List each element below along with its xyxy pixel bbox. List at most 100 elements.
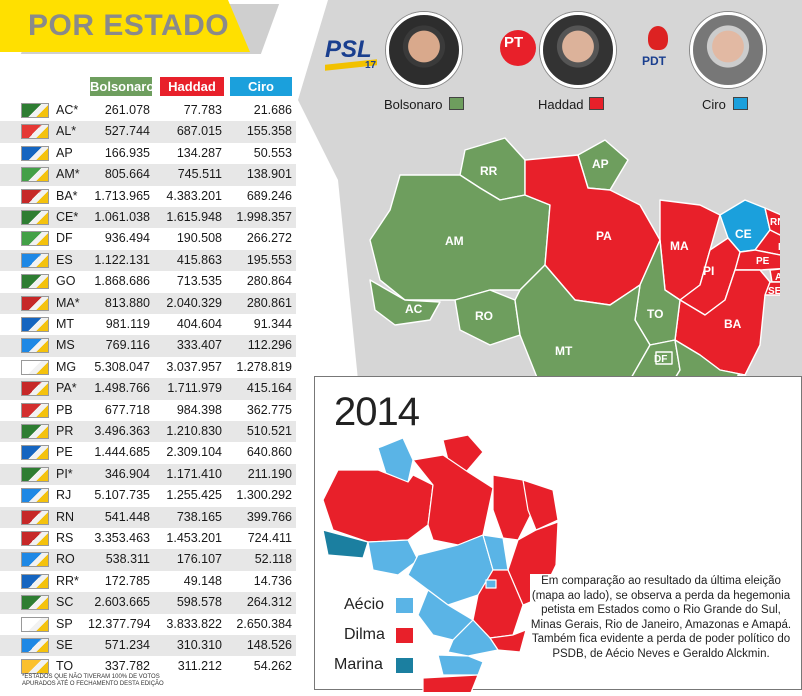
table-row: AP 166.935 134.287 50.553 bbox=[0, 143, 296, 164]
bolsonaro-votes: 5.107.735 bbox=[94, 488, 150, 503]
ciro-votes: 399.766 bbox=[246, 509, 292, 524]
ciro-votes: 211.190 bbox=[247, 466, 292, 481]
ciro-votes: 264.312 bbox=[246, 595, 292, 610]
state-flag-icon bbox=[21, 595, 49, 611]
ciro-votes: 362.775 bbox=[246, 402, 292, 417]
table-row: RN 541.448 738.165 399.766 bbox=[0, 506, 296, 528]
ciro-votes: 50.553 bbox=[253, 145, 292, 160]
psl-text: PSL bbox=[325, 36, 372, 63]
bolsonaro-votes: 538.311 bbox=[105, 552, 150, 567]
ciro-votes: 138.901 bbox=[246, 167, 292, 182]
state-flag-icon bbox=[21, 531, 49, 546]
state-flag-icon bbox=[21, 659, 49, 675]
state-flag-icon bbox=[21, 252, 49, 268]
bolsonaro-votes: 677.718 bbox=[104, 402, 150, 417]
bolsonaro-votes: 1.498.766 bbox=[94, 381, 150, 396]
ciro-votes: 724.411 bbox=[247, 531, 292, 545]
state-code: ES bbox=[56, 252, 73, 267]
state-ac bbox=[369, 279, 441, 326]
haddad-votes: 1.210.830 bbox=[166, 424, 222, 438]
state-code: DF bbox=[56, 231, 73, 246]
map-2014 bbox=[322, 434, 558, 692]
label-al: AL bbox=[775, 272, 780, 283]
state-flag-icon bbox=[21, 274, 49, 290]
haddad-votes: 1.615.948 bbox=[166, 210, 222, 224]
table-row: PR 3.496.363 1.210.830 510.521 bbox=[0, 421, 296, 443]
bolsonaro-votes: 166.935 bbox=[104, 145, 150, 160]
state-flag-icon bbox=[21, 103, 49, 118]
ciro-votes: 280.861 bbox=[246, 295, 292, 310]
ciro-votes: 266.272 bbox=[246, 231, 292, 246]
table-row: PA* 1.498.766 1.711.979 415.164 bbox=[0, 378, 296, 400]
ciro-votes: 280.864 bbox=[246, 274, 292, 289]
table-row: AL* 527.744 687.015 155.358 bbox=[0, 121, 296, 143]
table-row: PB 677.718 984.398 362.775 bbox=[0, 400, 296, 421]
state-code: AL* bbox=[56, 124, 77, 139]
bolsonaro-votes: 1.868.686 bbox=[94, 274, 150, 289]
haddad-votes: 1.255.425 bbox=[166, 488, 222, 503]
bolsonaro-votes: 1.444.685 bbox=[94, 445, 150, 460]
column-header-ciro: Ciro bbox=[230, 77, 292, 96]
bolsonaro-votes: 1.122.131 bbox=[94, 252, 150, 267]
legend-marina-label: Marina bbox=[334, 656, 383, 673]
state-flag-icon bbox=[21, 488, 49, 504]
label-am: AM bbox=[445, 234, 464, 248]
bolsonaro-votes: 805.664 bbox=[104, 167, 150, 182]
state-al bbox=[769, 268, 780, 283]
ciro-swatch bbox=[733, 97, 748, 110]
state-code: AM* bbox=[56, 167, 80, 182]
bolsonaro-votes: 981.119 bbox=[105, 317, 150, 331]
label-ro: RO bbox=[475, 309, 493, 323]
label-pa: PA bbox=[596, 229, 612, 243]
haddad-votes: 311.212 bbox=[177, 659, 222, 674]
state-df bbox=[655, 351, 673, 365]
ciro-votes: 148.526 bbox=[246, 638, 292, 652]
ciro-votes: 195.553 bbox=[246, 252, 292, 267]
bolsonaro-votes: 769.116 bbox=[105, 338, 150, 353]
haddad-votes: 2.040.329 bbox=[166, 295, 222, 310]
haddad-swatch bbox=[589, 97, 604, 110]
state-code: SE bbox=[56, 638, 73, 652]
table-row: PI* 346.904 1.171.410 211.190 bbox=[0, 463, 296, 486]
inset-year: 2014 bbox=[334, 390, 420, 434]
bolsonaro-votes: 1.713.965 bbox=[94, 188, 150, 203]
state-flag-icon bbox=[21, 231, 49, 247]
comparison-note: Em comparação ao resultado da última ele… bbox=[530, 574, 792, 661]
legend-dilma-swatch bbox=[396, 628, 413, 643]
haddad-votes: 3.833.822 bbox=[166, 616, 222, 631]
haddad-votes: 745.511 bbox=[177, 167, 222, 182]
bolsonaro-votes: 571.234 bbox=[104, 638, 150, 652]
state-flag-icon bbox=[21, 381, 49, 397]
state-flag-icon bbox=[21, 573, 49, 589]
label-df: DF bbox=[654, 354, 667, 365]
psl-number: 17 bbox=[365, 60, 377, 71]
state-code: BA* bbox=[56, 188, 78, 203]
state-code: RS bbox=[56, 531, 74, 545]
table-row: ES 1.122.131 415.863 195.553 bbox=[0, 249, 296, 272]
haddad-votes: 1.453.201 bbox=[166, 531, 222, 545]
haddad-votes: 77.783 bbox=[183, 103, 222, 117]
haddad-votes: 176.107 bbox=[176, 552, 222, 567]
bolsonaro-votes: 936.494 bbox=[104, 231, 150, 246]
table-row: SP 12.377.794 3.833.822 2.650.384 bbox=[0, 614, 296, 635]
bolsonaro-votes: 172.785 bbox=[104, 573, 150, 588]
table-row: SC 2.603.665 598.578 264.312 bbox=[0, 592, 296, 614]
state-flag-icon bbox=[21, 616, 49, 632]
bolsonaro-votes: 5.308.047 bbox=[94, 359, 150, 374]
state-code: MT bbox=[56, 317, 75, 331]
page-title: POR ESTADO bbox=[28, 9, 230, 42]
column-header-haddad: Haddad bbox=[160, 77, 224, 96]
state-flag-icon bbox=[21, 124, 49, 140]
state-code: RO bbox=[56, 552, 75, 567]
psl-logo: PSL 17 bbox=[325, 36, 381, 76]
table-row: TO 337.782 311.212 54.262 bbox=[0, 656, 296, 677]
table-row: MG 5.308.047 3.037.957 1.278.819 bbox=[0, 357, 296, 378]
haddad-label: Haddad bbox=[538, 97, 584, 112]
state-flag-icon bbox=[21, 210, 49, 225]
state-flag-icon bbox=[21, 466, 49, 482]
state-code: RR* bbox=[56, 573, 79, 588]
haddad-votes: 598.578 bbox=[176, 595, 222, 610]
bolsonaro-swatch bbox=[449, 97, 464, 110]
state-code: TO bbox=[56, 659, 74, 674]
